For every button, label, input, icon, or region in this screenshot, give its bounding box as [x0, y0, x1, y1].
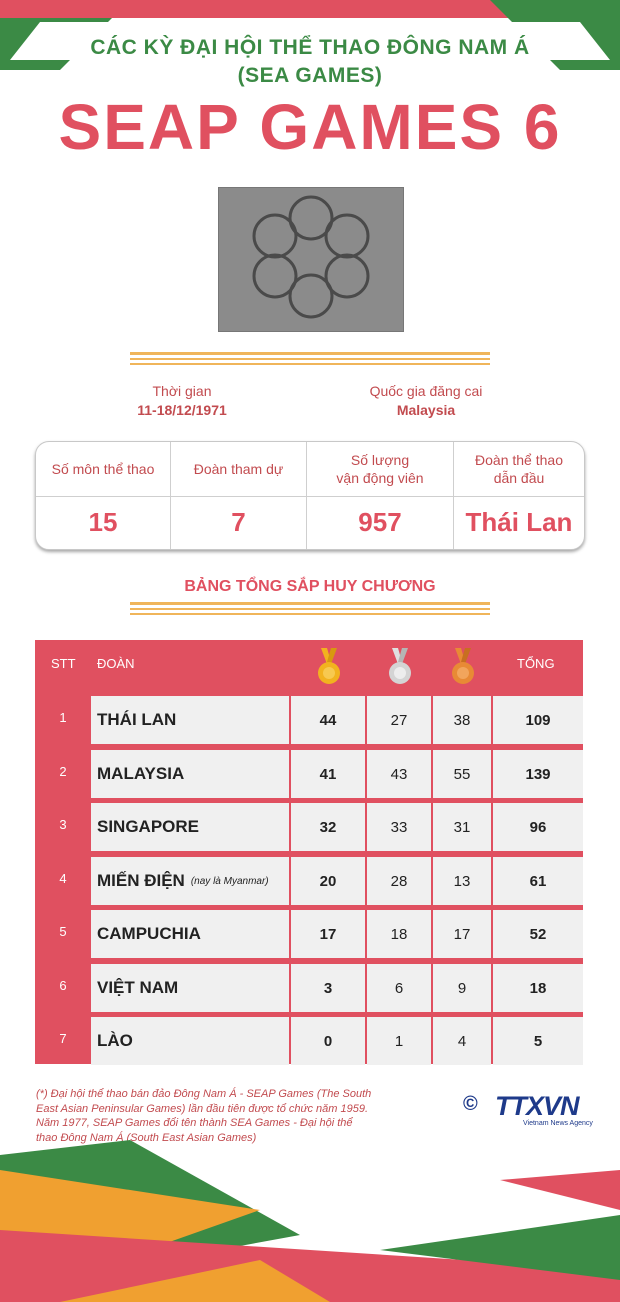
- row-stt: 1: [59, 710, 67, 725]
- row-gold: 32: [291, 803, 365, 851]
- row-stt: 6: [59, 978, 67, 993]
- bottom-decoration: [0, 1140, 620, 1302]
- logo-text: TTXVN: [495, 1091, 580, 1121]
- event-series-title: CÁC KỲ ĐẠI HỘI THỂ THAO ĐÔNG NAM Á: [90, 36, 530, 59]
- stats-panel: Số môn thể thao 15 Đoàn tham dự 7 Số lượ…: [35, 441, 585, 550]
- bronze-medal-icon: [452, 648, 474, 684]
- row-bronze: 4: [433, 1017, 491, 1065]
- row-total: 109: [493, 696, 583, 744]
- top-banner-decoration: [0, 0, 620, 70]
- row-total: 61: [493, 857, 583, 905]
- stats-sports: Số môn thể thao 15: [36, 442, 170, 549]
- row-bronze: 55: [433, 750, 491, 798]
- row-total: 52: [493, 910, 583, 958]
- row-stt: 2: [59, 764, 67, 779]
- event-series-subtitle: (SEA GAMES): [237, 64, 383, 87]
- team-name: CAMPUCHIA: [97, 924, 201, 943]
- leader-value: Thái Lan: [465, 507, 573, 537]
- row-team: CAMPUCHIA: [91, 910, 289, 958]
- team-name: SINGAPORE: [97, 817, 200, 836]
- stats-leader: Đoàn thể thao dẫn đầu Thái Lan: [454, 442, 584, 549]
- row-team: VIỆT NAM: [91, 964, 289, 1012]
- row-total: 139: [493, 750, 583, 798]
- copyright-symbol: ©: [463, 1093, 478, 1115]
- row-stt: 3: [59, 817, 67, 832]
- team-name: THÁI LAN: [97, 710, 177, 729]
- stats-delegations: Đoàn tham dự 7: [171, 442, 306, 549]
- row-silver: 27: [367, 696, 431, 744]
- host-label: Quốc gia đăng cai: [369, 383, 483, 399]
- time-label: Thời gian: [152, 383, 212, 399]
- row-gold: 41: [291, 750, 365, 798]
- row-total: 5: [493, 1017, 583, 1065]
- medal-table: STT ĐOÀN TỔNG 1 THÁI LAN 44 27 38 109 2 MALAYSI…: [35, 640, 583, 1065]
- team-name: MIẾN ĐIỆN: [97, 871, 185, 890]
- header-team: ĐOÀN: [97, 656, 135, 671]
- team-name: VIỆT NAM: [97, 978, 179, 997]
- row-team: THÁI LAN: [91, 696, 289, 744]
- silver-medal-icon: [389, 648, 411, 684]
- time-value: 11-18/12/1971: [137, 402, 227, 418]
- row-gold: 17: [291, 910, 365, 958]
- row-team: MIẾN ĐIỆN (nay là Myanmar): [91, 857, 289, 905]
- row-stt: 5: [59, 924, 67, 939]
- row-bronze: 17: [433, 910, 491, 958]
- row-gold: 44: [291, 696, 365, 744]
- row-stt: 7: [59, 1031, 67, 1046]
- row-stt: 4: [59, 871, 67, 886]
- row-total: 18: [493, 964, 583, 1012]
- row-silver: 28: [367, 857, 431, 905]
- divider-stripes-2: [130, 602, 490, 616]
- row-silver: 1: [367, 1017, 431, 1065]
- athletes-label: Số lượng vận động viên: [307, 442, 453, 497]
- row-bronze: 31: [433, 803, 491, 851]
- row-silver: 18: [367, 910, 431, 958]
- host-value: Malaysia: [396, 402, 456, 418]
- row-bronze: 13: [433, 857, 491, 905]
- row-team: SINGAPORE: [91, 803, 289, 851]
- row-silver: 43: [367, 750, 431, 798]
- header-total: TỔNG: [517, 656, 555, 671]
- row-team: LÀO: [91, 1017, 289, 1065]
- row-bronze: 38: [433, 696, 491, 744]
- row-bronze: 9: [433, 964, 491, 1012]
- row-gold: 3: [291, 964, 365, 1012]
- gold-medal-icon: [318, 648, 340, 684]
- footnote: (*) Đại hội thể thao bán đảo Đông Nam Á …: [36, 1088, 372, 1144]
- row-team: MALAYSIA: [91, 750, 289, 798]
- page-title: SEAP GAMES 6: [58, 91, 562, 163]
- team-name: MALAYSIA: [97, 764, 185, 783]
- divider-stripes: [130, 352, 490, 366]
- team-note: (nay là Myanmar): [190, 875, 269, 887]
- team-name: LÀO: [97, 1031, 133, 1050]
- delegations-value: 7: [231, 507, 246, 537]
- row-silver: 6: [367, 964, 431, 1012]
- sports-value: 15: [88, 507, 118, 537]
- athletes-value: 957: [358, 507, 402, 537]
- ttxvn-logo: © TTXVN Vietnam News Agency: [463, 1091, 593, 1129]
- row-gold: 0: [291, 1017, 365, 1065]
- header-stt: STT: [51, 656, 76, 671]
- delegations-label: Đoàn tham dự: [171, 442, 306, 497]
- row-gold: 20: [291, 857, 365, 905]
- logo-subtitle: Vietnam News Agency: [523, 1120, 593, 1127]
- seap-games-flag-image: [218, 187, 404, 332]
- leader-label: Đoàn thể thao dẫn đầu: [454, 442, 584, 497]
- medal-table-title: BẢNG TỔNG SẮP HUY CHƯƠNG: [184, 578, 436, 595]
- row-silver: 33: [367, 803, 431, 851]
- stats-athletes: Số lượng vận động viên 957: [307, 442, 453, 549]
- sports-label: Số môn thể thao: [36, 442, 170, 497]
- row-total: 96: [493, 803, 583, 851]
